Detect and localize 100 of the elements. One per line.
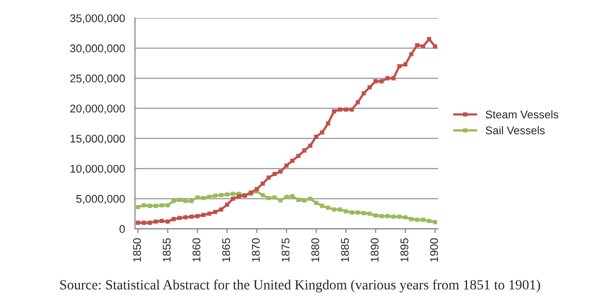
- point: [266, 196, 271, 200]
- y-tick-label: 10,000,000: [70, 164, 125, 174]
- point: [296, 198, 300, 202]
- point: [160, 218, 164, 224]
- point: [362, 211, 366, 216]
- point: [344, 107, 348, 112]
- point: [290, 194, 295, 198]
- y-tick-label: 25,000,000: [70, 74, 125, 84]
- point: [254, 186, 259, 192]
- point: [308, 144, 312, 148]
- point: [183, 215, 188, 220]
- point: [403, 215, 408, 220]
- point: [403, 62, 408, 66]
- point: [272, 172, 277, 176]
- source-note: Source: Statistical Abstract for the United Kingdom (various years from 1851 to 1901): [60, 280, 540, 292]
- x-tick-label: 1850: [133, 238, 141, 262]
- point: [385, 76, 390, 80]
- point: [236, 194, 242, 198]
- legend-label: Sail Vessels: [486, 126, 545, 134]
- point: [201, 196, 206, 200]
- x-tick-label: 1870: [252, 238, 260, 262]
- point: [284, 163, 289, 168]
- point: [368, 85, 372, 90]
- y-tick-label: 35,000,000: [70, 14, 125, 24]
- point: [344, 209, 348, 214]
- point: [397, 64, 402, 68]
- point: [332, 207, 336, 212]
- point: [172, 198, 176, 204]
- point: [362, 91, 366, 96]
- point: [266, 176, 271, 180]
- point: [421, 218, 426, 222]
- point: [219, 207, 224, 212]
- point: [409, 217, 414, 222]
- point: [213, 210, 218, 214]
- y-tick-label: 20,000,000: [70, 104, 125, 114]
- x-tick-label: 1865: [222, 238, 230, 262]
- point: [320, 204, 324, 208]
- point: [142, 203, 146, 208]
- point: [432, 220, 438, 224]
- y-tick-label: 15,000,000: [70, 134, 125, 144]
- x-tick-label: 1900: [430, 238, 438, 262]
- point: [177, 216, 182, 220]
- x-tick-label: 1855: [162, 238, 171, 262]
- point: [308, 196, 312, 201]
- y-tick-label: 0: [120, 225, 125, 233]
- point: [189, 198, 194, 204]
- point: [314, 200, 318, 205]
- point: [142, 220, 146, 225]
- point: [278, 169, 283, 174]
- point: [213, 194, 218, 198]
- point: [172, 217, 176, 222]
- point: [332, 109, 336, 114]
- point: [166, 203, 170, 208]
- point: [230, 192, 236, 196]
- point: [284, 194, 289, 199]
- point: [338, 207, 342, 212]
- point: [356, 100, 360, 104]
- point: [230, 196, 236, 201]
- point: [427, 37, 432, 42]
- point: [409, 52, 414, 56]
- point: [302, 148, 306, 153]
- point: [272, 195, 277, 200]
- point: [207, 194, 212, 199]
- point: [320, 130, 324, 135]
- point: [415, 218, 420, 222]
- point: [195, 214, 200, 218]
- y-tick-label: 5,000,000: [76, 194, 125, 204]
- point: [201, 212, 206, 217]
- point: [374, 213, 378, 218]
- legend-label: Steam Vessels: [486, 110, 558, 118]
- point: [379, 79, 384, 84]
- point: [368, 212, 372, 216]
- point: [391, 214, 396, 219]
- point: [207, 212, 212, 216]
- point: [225, 202, 230, 207]
- point: [183, 198, 188, 204]
- point: [374, 79, 378, 84]
- x-tick-label: 1880: [311, 238, 320, 262]
- point: [219, 192, 224, 198]
- point: [391, 76, 396, 80]
- y-tick-label: 30,000,000: [70, 44, 125, 54]
- point: [302, 198, 306, 203]
- point: [177, 198, 182, 202]
- point: [148, 204, 152, 208]
- point: [260, 192, 265, 198]
- point: [427, 218, 432, 224]
- point: [148, 220, 152, 225]
- point: [160, 203, 164, 208]
- point: [356, 210, 360, 215]
- point: [225, 192, 230, 197]
- x-tick-label: 1875: [282, 238, 290, 262]
- point: [338, 107, 342, 112]
- point: [397, 214, 402, 219]
- point: [421, 44, 426, 48]
- point: [290, 158, 295, 163]
- x-tick-label: 1860: [192, 238, 200, 262]
- point: [379, 214, 384, 218]
- point: [136, 220, 140, 225]
- point: [296, 154, 300, 158]
- point: [195, 195, 200, 200]
